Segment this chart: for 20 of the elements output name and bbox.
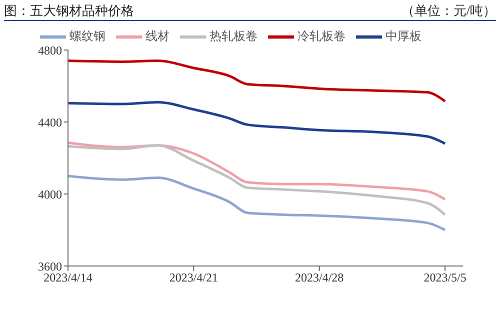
legend-label: 线材 [146,28,170,43]
x-tick-label: 2023/4/28 [295,270,344,285]
legend-label: 热轧板卷 [210,28,258,43]
x-tick-label: 2023/4/21 [169,270,218,285]
chart-title: 图：五大钢材品种价格 [4,2,134,20]
line-series [68,144,446,216]
y-tick-label: 4000 [38,187,62,202]
legend-label: 中厚板 [386,28,422,43]
x-tick-label: 2023/5/5 [424,270,466,285]
y-tick-label: 4400 [38,115,62,130]
legend-label: 螺纹钢 [70,28,106,43]
line-series [68,141,446,201]
y-tick-label: 4800 [38,43,62,58]
x-tick-label: 2023/4/14 [44,270,92,285]
line-series [68,174,446,232]
line-series [68,60,446,103]
line-series [68,100,446,145]
legend-label: 冷轧板卷 [298,28,346,43]
y-axis-title: （单位：元/吨） [401,2,496,20]
y-tick-label: 3600 [38,259,62,274]
